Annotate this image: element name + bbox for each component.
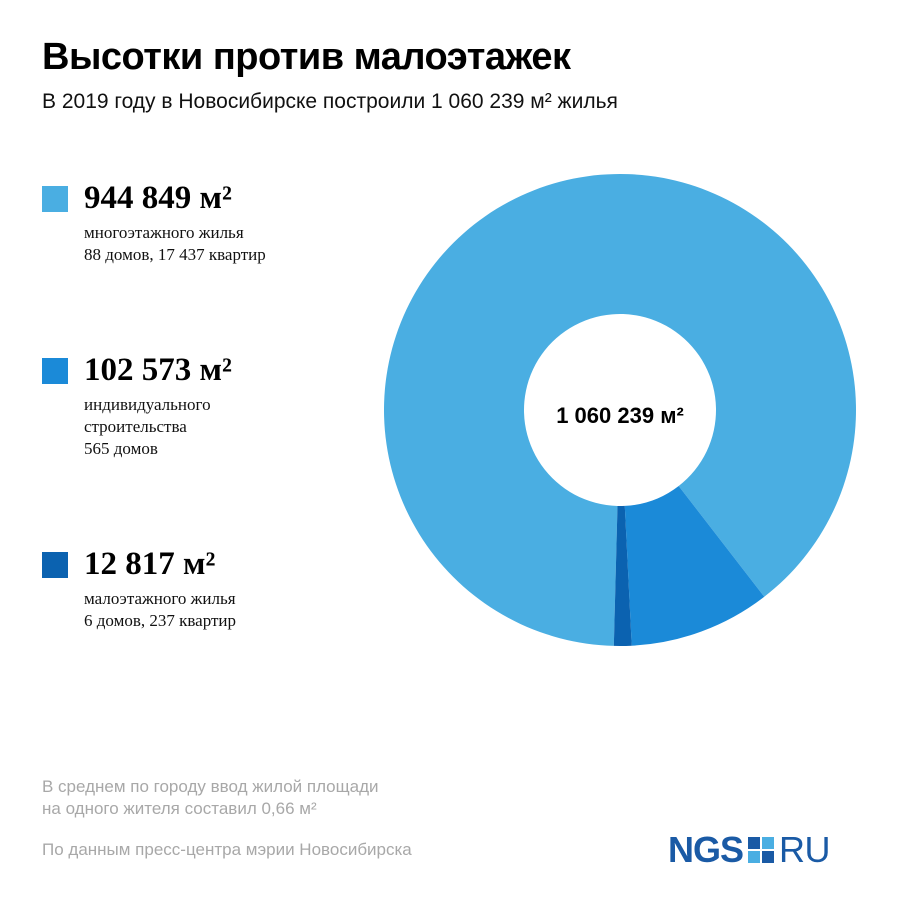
donut-slice-individual <box>624 485 765 646</box>
logo-mark-cell <box>748 837 761 849</box>
logo-mark-cell <box>762 851 775 863</box>
donut-slice-multistorey <box>383 174 856 646</box>
legend-description-line: малоэтажного жилья <box>84 589 236 608</box>
logo-mark-icon <box>748 837 775 863</box>
legend-swatch <box>42 186 68 212</box>
legend-description: индивидуального строительства 565 домов <box>84 394 211 460</box>
legend-description-line: 88 домов, 17 437 квартир <box>84 245 266 264</box>
legend-description: многоэтажного жилья 88 домов, 17 437 ква… <box>84 222 266 266</box>
legend-value: 944 849 м² <box>84 180 232 216</box>
ngs-logo: NGS RU <box>668 829 831 870</box>
footnote: В среднем по городу ввод жилой площади н… <box>42 776 379 820</box>
logo-mark-cell <box>762 837 775 849</box>
donut-slice-lowrise <box>613 505 632 646</box>
footnote-line: В среднем по городу ввод жилой площади <box>42 777 379 796</box>
logo-mark-cell <box>748 851 761 863</box>
footnote-line: на одного жителя составил 0,66 м² <box>42 799 317 818</box>
donut-chart: 1 060 239 м² <box>383 174 856 646</box>
page-subtitle: В 2019 году в Новосибирске построили 1 0… <box>42 90 618 113</box>
logo-text-ru: RU <box>779 829 831 870</box>
page-title: Высотки против малоэтажек <box>42 36 571 78</box>
legend-description-line: индивидуального <box>84 395 211 414</box>
legend-description-line: многоэтажного жилья <box>84 223 244 242</box>
legend-value: 12 817 м² <box>84 546 216 582</box>
legend-description-line: 6 домов, 237 квартир <box>84 611 237 630</box>
legend-description: малоэтажного жилья 6 домов, 237 квартир <box>84 588 236 632</box>
legend-description-line: строительства <box>84 417 187 436</box>
logo-text-ngs: NGS <box>668 829 744 870</box>
legend-swatch <box>42 552 68 578</box>
donut-center-label: 1 060 239 м² <box>556 403 684 428</box>
legend-value: 102 573 м² <box>84 352 232 388</box>
source-credit: По данным пресс-центра мэрии Новосибирск… <box>42 840 412 859</box>
donut-slices <box>383 174 856 646</box>
legend-swatch <box>42 358 68 384</box>
legend-description-line: 565 домов <box>84 439 158 458</box>
